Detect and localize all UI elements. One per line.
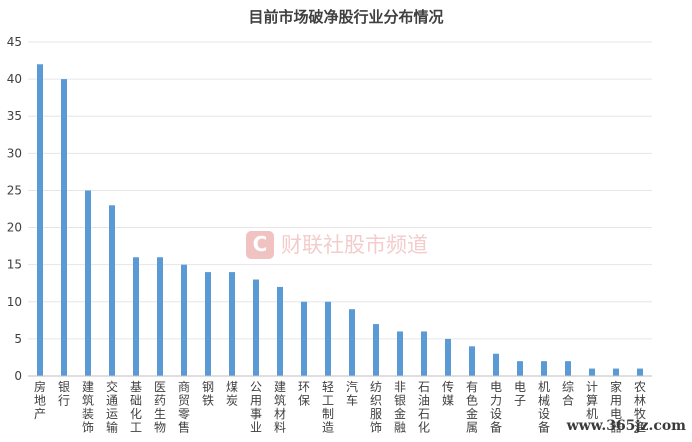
x-category-label: 煤炭 bbox=[226, 380, 238, 408]
x-category-label: 汽车 bbox=[346, 379, 358, 408]
y-tick-label: 45 bbox=[7, 35, 22, 49]
x-category-label: 房地产 bbox=[34, 379, 46, 421]
x-category-label: 银行 bbox=[58, 380, 70, 408]
bar bbox=[373, 324, 379, 376]
bar bbox=[301, 301, 307, 376]
bar bbox=[469, 346, 475, 376]
watermark: C 财联社股市频道 bbox=[246, 231, 428, 259]
bar bbox=[397, 331, 403, 376]
bar bbox=[325, 301, 331, 376]
y-axis-ticks: 0 5 10 15 20 25 30 35 40 45 bbox=[7, 35, 22, 383]
watermark-logo-icon bbox=[246, 231, 274, 259]
x-category-label: 交通运输 bbox=[106, 379, 118, 435]
watermark-text: 财联社股市频道 bbox=[281, 233, 428, 257]
x-category-label: 非银金融 bbox=[394, 380, 406, 435]
x-category-label: 纺织服饰 bbox=[370, 380, 382, 435]
bar bbox=[205, 272, 211, 376]
y-tick-label: 35 bbox=[7, 109, 22, 123]
x-category-label: 建筑装饰 bbox=[82, 380, 94, 435]
y-tick-label: 5 bbox=[14, 332, 22, 346]
bar bbox=[565, 361, 571, 376]
bar bbox=[109, 205, 115, 376]
bars bbox=[37, 64, 643, 377]
bar bbox=[349, 309, 355, 376]
bar bbox=[613, 368, 619, 376]
x-category-label: 商贸零售 bbox=[178, 379, 190, 435]
x-category-label: 公用事业 bbox=[250, 380, 262, 435]
bar bbox=[589, 368, 595, 376]
bar bbox=[253, 279, 259, 376]
x-category-label: 环保 bbox=[298, 380, 310, 408]
y-tick-label: 15 bbox=[7, 258, 22, 272]
y-tick-label: 40 bbox=[7, 72, 22, 86]
x-category-label: 农林牧渔 bbox=[634, 380, 646, 435]
bar bbox=[37, 64, 43, 377]
x-category-label: 家用电器 bbox=[610, 379, 622, 435]
y-tick-label: 10 bbox=[7, 295, 22, 309]
bar bbox=[493, 353, 499, 376]
x-category-label: 轻工制造 bbox=[322, 380, 334, 435]
y-tick-label: 30 bbox=[7, 146, 22, 160]
bar bbox=[61, 79, 67, 376]
bar bbox=[421, 331, 427, 376]
x-axis-labels: 房地产银行建筑装饰交通运输基础化工医药生物商贸零售钢铁煤炭公用事业建筑材料环保轻… bbox=[34, 379, 646, 435]
bar bbox=[85, 190, 91, 376]
chart-title: 目前市场破净股行业分布情况 bbox=[248, 8, 443, 26]
y-tick-label: 25 bbox=[7, 183, 22, 197]
x-category-label: 电子 bbox=[514, 380, 526, 408]
x-category-label: 基础化工 bbox=[130, 380, 142, 435]
x-category-label: 计算机 bbox=[586, 380, 598, 421]
bar bbox=[157, 257, 163, 376]
x-category-label: 钢铁 bbox=[202, 380, 214, 408]
watermark-logo-letter: C bbox=[253, 232, 268, 256]
bar bbox=[181, 264, 187, 376]
bar bbox=[637, 368, 643, 376]
x-category-label: 建筑材料 bbox=[274, 380, 286, 435]
x-category-label: 综合 bbox=[562, 380, 574, 408]
x-category-label: 电力设备 bbox=[490, 380, 502, 435]
x-category-label: 传媒 bbox=[442, 379, 454, 408]
x-category-label: 医药生物 bbox=[154, 380, 166, 435]
bar bbox=[277, 286, 283, 376]
x-category-label: 机械设备 bbox=[538, 380, 550, 435]
bar bbox=[229, 272, 235, 376]
bar bbox=[445, 338, 451, 376]
y-tick-label: 20 bbox=[7, 221, 22, 235]
bar bbox=[133, 257, 139, 376]
bar bbox=[517, 361, 523, 376]
bar bbox=[541, 361, 547, 376]
x-category-label: 石油石化 bbox=[418, 380, 430, 435]
site-watermark: www.365jz.com bbox=[566, 418, 687, 434]
gridlines bbox=[28, 41, 652, 340]
y-tick-label: 0 bbox=[14, 369, 22, 383]
x-category-label: 有色金属 bbox=[466, 380, 478, 435]
